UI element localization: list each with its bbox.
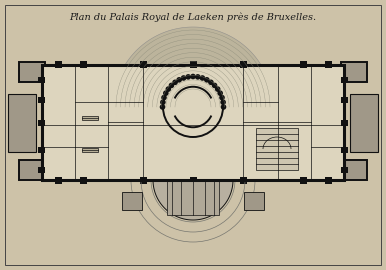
Bar <box>38 120 45 126</box>
Bar <box>325 177 332 184</box>
Circle shape <box>190 74 196 79</box>
Bar <box>54 61 61 68</box>
Bar <box>300 177 306 184</box>
Circle shape <box>185 74 191 80</box>
Circle shape <box>172 80 178 85</box>
Circle shape <box>217 90 223 96</box>
Circle shape <box>176 77 182 83</box>
Bar <box>19 62 45 82</box>
Circle shape <box>161 95 167 100</box>
Bar <box>341 62 367 82</box>
Bar <box>341 77 348 83</box>
Circle shape <box>200 75 205 81</box>
Polygon shape <box>153 180 233 220</box>
Polygon shape <box>113 27 273 107</box>
Bar <box>190 177 196 184</box>
Circle shape <box>220 99 226 105</box>
Bar <box>80 177 86 184</box>
Bar <box>38 167 45 173</box>
Bar <box>38 147 45 153</box>
Bar <box>8 94 36 152</box>
Bar <box>54 177 61 184</box>
Bar <box>350 94 378 152</box>
Bar <box>256 128 298 170</box>
Bar <box>82 148 98 152</box>
Bar <box>244 192 264 210</box>
Circle shape <box>215 86 220 92</box>
Bar <box>167 180 219 215</box>
Bar <box>42 65 344 180</box>
Bar <box>19 160 45 180</box>
Circle shape <box>163 77 223 137</box>
Bar <box>341 147 348 153</box>
Bar <box>139 61 147 68</box>
Bar <box>300 61 306 68</box>
Circle shape <box>160 104 165 110</box>
Bar <box>341 160 367 180</box>
Circle shape <box>181 75 186 81</box>
Circle shape <box>208 80 214 85</box>
Bar <box>139 177 147 184</box>
Bar <box>341 167 348 173</box>
Circle shape <box>221 104 226 110</box>
Circle shape <box>163 90 169 96</box>
Text: Plan du Palais Royal de Laeken près de Bruxelles.: Plan du Palais Royal de Laeken près de B… <box>69 13 317 22</box>
Circle shape <box>160 99 166 105</box>
Bar <box>42 65 344 180</box>
Bar <box>122 192 142 210</box>
Bar <box>341 97 348 103</box>
Bar <box>38 97 45 103</box>
Bar <box>239 177 247 184</box>
Circle shape <box>204 77 210 83</box>
Circle shape <box>219 95 225 100</box>
Bar <box>82 116 98 120</box>
Circle shape <box>212 83 217 88</box>
Bar <box>239 61 247 68</box>
Circle shape <box>195 74 201 80</box>
Bar <box>341 120 348 126</box>
Bar <box>80 61 86 68</box>
Circle shape <box>166 86 171 92</box>
Bar <box>190 61 196 68</box>
Bar <box>325 61 332 68</box>
Circle shape <box>169 83 174 88</box>
Bar <box>38 77 45 83</box>
